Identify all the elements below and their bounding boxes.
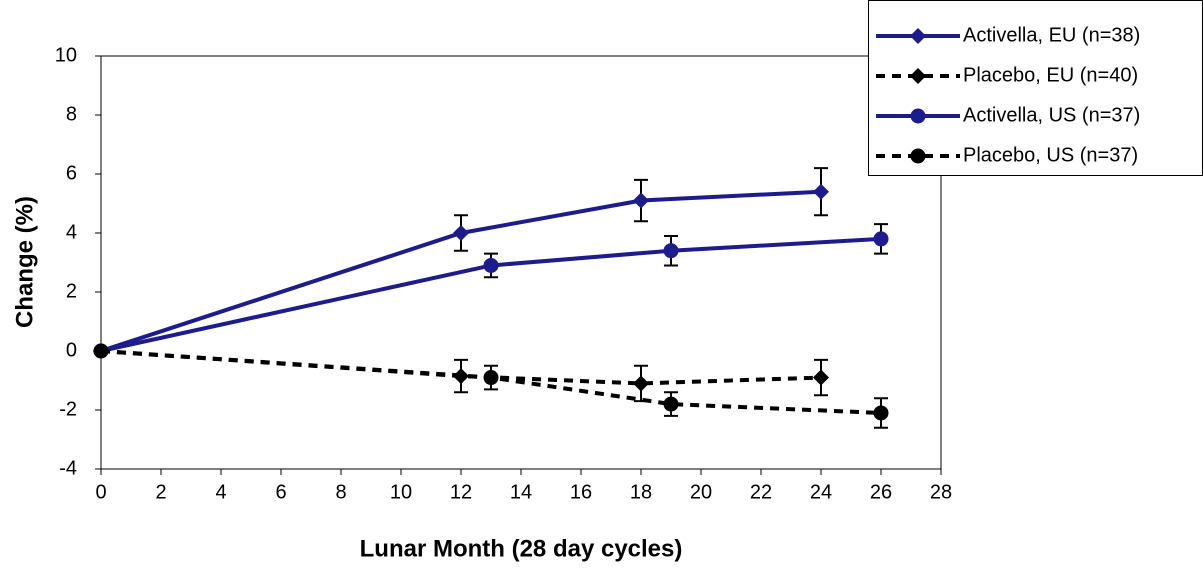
x-tick-label: 14 bbox=[510, 481, 532, 503]
series-line bbox=[100, 189, 822, 353]
x-tick-label: 8 bbox=[335, 481, 346, 503]
series-line bbox=[100, 349, 882, 415]
y-tick-label: -4 bbox=[59, 457, 77, 479]
legend-marker bbox=[910, 68, 926, 84]
marker bbox=[93, 343, 109, 359]
marker bbox=[873, 405, 889, 421]
y-tick-label: 8 bbox=[66, 103, 77, 125]
x-tick-label: 24 bbox=[810, 481, 832, 503]
marker bbox=[873, 231, 889, 247]
x-tick-label: 22 bbox=[750, 481, 772, 503]
marker bbox=[483, 370, 499, 386]
x-axis-title: Lunar Month (28 day cycles) bbox=[360, 535, 683, 562]
marker bbox=[663, 243, 679, 259]
y-tick-label: 0 bbox=[66, 339, 77, 361]
legend-marker bbox=[910, 148, 926, 164]
y-tick-label: 2 bbox=[66, 280, 77, 302]
legend-label: Activella, US (n=37) bbox=[963, 104, 1140, 126]
legend-label: Placebo, EU (n=40) bbox=[963, 64, 1138, 86]
x-tick-label: 10 bbox=[390, 481, 412, 503]
x-tick-label: 2 bbox=[155, 481, 166, 503]
x-tick-label: 18 bbox=[630, 481, 652, 503]
x-tick-label: 26 bbox=[870, 481, 892, 503]
marker bbox=[813, 183, 829, 200]
x-tick-label: 4 bbox=[215, 481, 226, 503]
x-tick-label: 28 bbox=[930, 481, 952, 503]
legend-label: Activella, EU (n=38) bbox=[963, 24, 1140, 46]
x-tick-label: 0 bbox=[95, 481, 106, 503]
x-tick-label: 20 bbox=[690, 481, 712, 503]
marker bbox=[633, 192, 649, 209]
marker bbox=[633, 375, 649, 392]
y-tick-label: 6 bbox=[66, 162, 77, 184]
x-tick-label: 16 bbox=[570, 481, 592, 503]
x-tick-label: 6 bbox=[275, 481, 286, 503]
legend-marker bbox=[910, 108, 926, 124]
marker bbox=[663, 396, 679, 412]
y-tick-label: 10 bbox=[55, 44, 77, 66]
y-axis-title: Change (%) bbox=[11, 196, 38, 328]
marker bbox=[483, 257, 499, 273]
legend-marker bbox=[910, 28, 926, 44]
marker bbox=[453, 225, 469, 241]
x-tick-label: 12 bbox=[450, 481, 472, 503]
legend-label: Placebo, US (n=37) bbox=[963, 144, 1138, 166]
marker bbox=[813, 369, 829, 386]
series-line bbox=[100, 236, 882, 353]
y-tick-label: 4 bbox=[66, 221, 77, 243]
y-tick-label: -2 bbox=[59, 398, 77, 420]
